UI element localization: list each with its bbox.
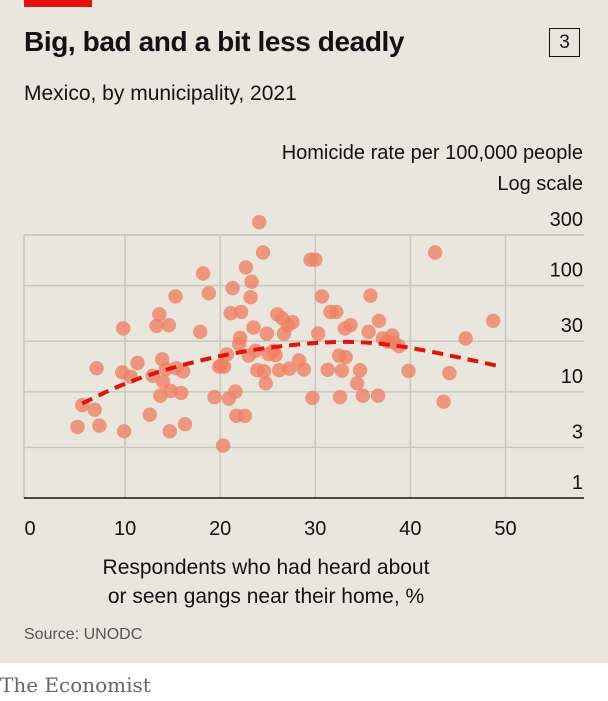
chart-number-badge: 3 <box>549 28 580 57</box>
data-point <box>238 260 254 275</box>
data-point <box>370 388 386 403</box>
data-point <box>258 376 273 391</box>
data-point <box>142 407 157 422</box>
data-point <box>244 274 259 289</box>
data-point <box>162 424 177 439</box>
data-point <box>314 289 330 304</box>
data-point <box>174 385 189 401</box>
data-point <box>149 318 164 334</box>
y-tick-labels: 1 3 10 30 100 300 <box>550 209 583 494</box>
data-point <box>401 363 416 379</box>
chart-panel <box>0 0 608 663</box>
data-points <box>70 215 501 453</box>
data-point <box>361 324 376 339</box>
data-point <box>285 315 300 330</box>
x-tick-label: 50 <box>494 518 516 540</box>
data-point <box>195 266 211 281</box>
data-point <box>268 347 283 363</box>
data-point <box>233 304 249 320</box>
data-point <box>352 363 368 378</box>
data-point <box>343 318 358 333</box>
chart-title: Big, bad and a bit less deadly <box>24 26 405 57</box>
data-point <box>87 402 102 417</box>
data-point <box>363 288 378 303</box>
data-point <box>485 313 501 328</box>
data-point <box>233 330 248 345</box>
data-point <box>201 286 216 301</box>
data-point <box>243 290 258 305</box>
data-point <box>237 408 253 423</box>
data-point <box>436 394 451 409</box>
data-point <box>168 289 183 304</box>
data-point <box>349 376 365 391</box>
data-point <box>193 324 208 339</box>
chart-subtitle: Mexico, by municipality, 2021 <box>24 82 297 105</box>
x-axis-title: Respondents who had heard about or seen … <box>66 553 466 611</box>
data-point <box>123 369 138 384</box>
y-tick-label: 3 <box>572 421 583 443</box>
data-point <box>256 364 272 379</box>
data-point <box>216 359 232 374</box>
y-tick-label: 10 <box>561 366 583 388</box>
data-point <box>259 326 274 341</box>
data-point <box>442 365 457 381</box>
y-tick-label: 300 <box>550 209 583 231</box>
data-point <box>175 364 191 379</box>
data-point <box>116 424 132 439</box>
x-tick-labels: 0 10 20 30 40 50 <box>24 518 516 540</box>
data-point <box>228 384 243 399</box>
data-point <box>225 280 240 296</box>
data-point <box>252 215 267 230</box>
scatter-chart: 1 3 10 30 100 300 0 10 20 30 40 50 <box>23 209 584 540</box>
data-point <box>130 355 145 371</box>
data-point <box>427 245 443 260</box>
brand-logo: The Economist <box>0 673 151 697</box>
data-point <box>332 389 348 405</box>
data-point <box>255 245 271 260</box>
data-point <box>338 349 353 365</box>
x-axis-title-line-1: Respondents who had heard about <box>102 556 430 579</box>
data-point <box>329 304 344 320</box>
data-point <box>161 318 176 333</box>
data-point <box>282 361 297 376</box>
data-point <box>215 438 231 453</box>
y-axis-title: Homicide rate per 100,000 people <box>281 142 583 164</box>
data-point <box>70 419 85 435</box>
data-point <box>207 389 222 405</box>
data-point <box>246 320 261 335</box>
data-point <box>371 313 387 328</box>
data-point <box>320 362 335 377</box>
data-point <box>308 252 323 267</box>
data-point <box>116 321 131 336</box>
source-note: Source: UNODC <box>24 626 143 643</box>
x-tick-label: 20 <box>209 518 231 540</box>
data-point <box>458 331 473 346</box>
data-point <box>296 362 312 377</box>
x-tick-label: 40 <box>399 518 421 540</box>
data-point <box>305 390 320 406</box>
x-axis-title-line-2: or seen gangs near their home, % <box>107 585 425 608</box>
data-point <box>89 361 104 376</box>
data-point <box>92 418 107 433</box>
brand-accent-bar <box>24 0 92 7</box>
data-point <box>355 388 370 403</box>
trend-line <box>81 339 497 406</box>
y-tick-label: 30 <box>561 315 583 337</box>
x-tick-label: 30 <box>304 518 326 540</box>
data-point <box>177 417 193 432</box>
data-point <box>311 326 326 341</box>
data-point <box>334 363 350 378</box>
x-tick-label: 10 <box>114 518 136 540</box>
y-tick-label: 1 <box>572 472 583 494</box>
data-point <box>223 305 238 321</box>
x-tick-label: 0 <box>24 518 35 540</box>
y-axis-scale-note: Log scale <box>497 173 583 195</box>
y-tick-label: 100 <box>550 260 583 282</box>
data-point <box>152 307 167 322</box>
